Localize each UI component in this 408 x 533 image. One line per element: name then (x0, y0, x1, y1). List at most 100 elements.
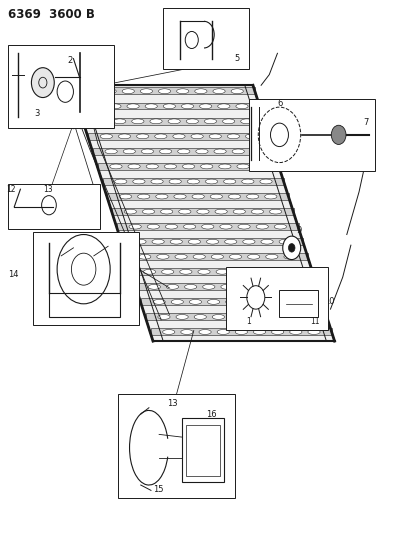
Polygon shape (102, 178, 284, 185)
Ellipse shape (139, 254, 151, 259)
Polygon shape (83, 118, 265, 125)
Text: 14: 14 (8, 270, 19, 279)
Ellipse shape (260, 179, 272, 184)
Ellipse shape (105, 149, 117, 154)
Ellipse shape (265, 194, 277, 199)
Ellipse shape (175, 254, 187, 259)
Ellipse shape (200, 104, 212, 109)
Ellipse shape (176, 314, 188, 319)
Ellipse shape (109, 104, 121, 109)
Ellipse shape (133, 179, 145, 184)
Ellipse shape (215, 209, 227, 214)
Circle shape (298, 285, 322, 317)
Ellipse shape (272, 329, 284, 334)
Ellipse shape (275, 285, 288, 289)
Ellipse shape (274, 224, 286, 229)
Ellipse shape (163, 104, 175, 109)
Ellipse shape (140, 89, 153, 94)
Polygon shape (151, 328, 332, 335)
Bar (279, 290, 318, 317)
Ellipse shape (155, 134, 167, 139)
Ellipse shape (203, 285, 215, 289)
Bar (226, 266, 328, 330)
Ellipse shape (239, 285, 251, 289)
Ellipse shape (158, 89, 171, 94)
Ellipse shape (308, 329, 320, 334)
Ellipse shape (128, 164, 140, 169)
Ellipse shape (267, 314, 279, 319)
Ellipse shape (250, 149, 262, 154)
Ellipse shape (298, 300, 310, 304)
Ellipse shape (122, 89, 134, 94)
Text: 12: 12 (6, 185, 16, 194)
Ellipse shape (168, 119, 180, 124)
Ellipse shape (228, 194, 241, 199)
Polygon shape (136, 283, 318, 290)
Ellipse shape (248, 254, 260, 259)
Text: 13: 13 (43, 185, 53, 194)
Polygon shape (122, 238, 304, 245)
Ellipse shape (86, 89, 98, 94)
Ellipse shape (243, 239, 255, 244)
Ellipse shape (194, 314, 206, 319)
Ellipse shape (225, 239, 237, 244)
Text: 1: 1 (246, 317, 251, 326)
Ellipse shape (224, 179, 236, 184)
Text: 15: 15 (153, 485, 164, 494)
Ellipse shape (180, 269, 192, 274)
Ellipse shape (303, 314, 315, 319)
Ellipse shape (231, 314, 243, 319)
Ellipse shape (189, 300, 202, 304)
Text: 6: 6 (277, 99, 283, 108)
Text: 7: 7 (363, 118, 368, 127)
Ellipse shape (246, 194, 259, 199)
Ellipse shape (271, 269, 283, 274)
Circle shape (283, 236, 301, 260)
Bar (33, 232, 139, 325)
Ellipse shape (284, 254, 296, 259)
Ellipse shape (241, 119, 253, 124)
Ellipse shape (202, 224, 214, 229)
Ellipse shape (280, 300, 293, 304)
Ellipse shape (163, 329, 175, 334)
Ellipse shape (285, 314, 297, 319)
Ellipse shape (199, 329, 211, 334)
Ellipse shape (211, 254, 224, 259)
Ellipse shape (147, 224, 160, 229)
Circle shape (20, 185, 46, 220)
Ellipse shape (148, 285, 160, 289)
Polygon shape (141, 298, 323, 305)
Ellipse shape (212, 314, 224, 319)
Ellipse shape (164, 164, 177, 169)
Ellipse shape (173, 134, 185, 139)
Polygon shape (74, 87, 255, 94)
Text: 10: 10 (324, 297, 335, 305)
Ellipse shape (219, 164, 231, 169)
Text: 6369  3600 B: 6369 3600 B (8, 8, 95, 21)
Ellipse shape (144, 269, 156, 274)
Bar (8, 184, 100, 229)
Ellipse shape (198, 269, 210, 274)
Ellipse shape (158, 314, 170, 319)
Ellipse shape (195, 89, 207, 94)
Text: 1: 1 (71, 222, 77, 231)
Ellipse shape (214, 149, 226, 154)
Ellipse shape (145, 104, 157, 109)
Circle shape (31, 68, 54, 98)
Text: 2: 2 (67, 56, 73, 65)
Text: 11: 11 (75, 100, 87, 109)
Text: 9: 9 (297, 225, 302, 235)
Ellipse shape (150, 119, 162, 124)
Ellipse shape (262, 300, 274, 304)
Bar (186, 425, 220, 476)
Ellipse shape (256, 224, 268, 229)
Bar (163, 8, 249, 69)
Ellipse shape (234, 269, 246, 274)
Ellipse shape (192, 194, 204, 199)
Ellipse shape (204, 119, 217, 124)
Ellipse shape (231, 89, 243, 94)
Ellipse shape (146, 164, 158, 169)
Ellipse shape (124, 209, 136, 214)
Ellipse shape (187, 179, 200, 184)
Ellipse shape (166, 285, 179, 289)
